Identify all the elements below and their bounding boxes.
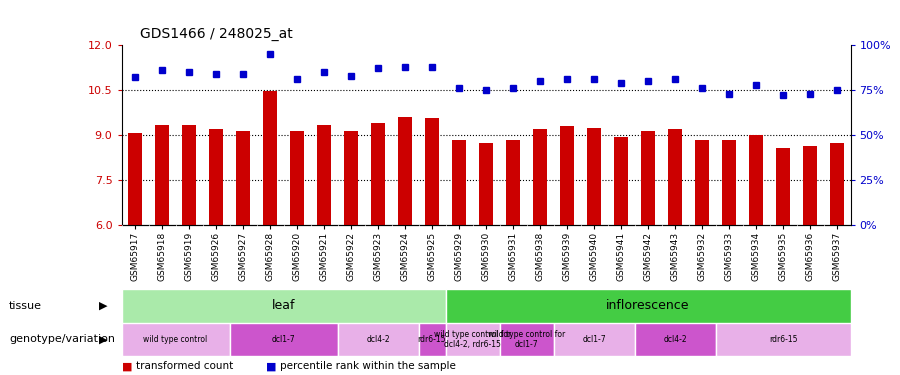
Bar: [236, 130, 250, 225]
Text: wild type control for
dcl1-7: wild type control for dcl1-7: [488, 330, 565, 349]
Bar: [122, 289, 446, 322]
Bar: [128, 134, 142, 225]
Bar: [695, 140, 709, 225]
Bar: [209, 129, 223, 225]
Bar: [668, 129, 682, 225]
Bar: [446, 322, 500, 356]
Text: ■: ■: [266, 361, 276, 371]
Text: GDS1466 / 248025_at: GDS1466 / 248025_at: [140, 27, 292, 41]
Text: rdr6-15: rdr6-15: [769, 335, 797, 344]
Bar: [830, 142, 844, 225]
Text: dcl4-2: dcl4-2: [663, 335, 687, 344]
Text: dcl1-7: dcl1-7: [582, 335, 606, 344]
Bar: [500, 322, 554, 356]
Bar: [722, 140, 736, 225]
Bar: [749, 135, 763, 225]
Bar: [554, 322, 634, 356]
Text: percentile rank within the sample: percentile rank within the sample: [280, 361, 455, 371]
Text: wild type control: wild type control: [143, 335, 208, 344]
Bar: [122, 322, 230, 356]
Text: dcl4-2: dcl4-2: [366, 335, 390, 344]
Bar: [776, 148, 790, 225]
Bar: [344, 130, 358, 225]
Text: tissue: tissue: [9, 301, 42, 310]
Text: transformed count: transformed count: [136, 361, 233, 371]
Text: ▶: ▶: [99, 301, 107, 310]
Bar: [716, 322, 850, 356]
Bar: [614, 136, 628, 225]
Bar: [479, 142, 493, 225]
Bar: [182, 124, 196, 225]
Text: ▶: ▶: [99, 334, 107, 344]
Bar: [506, 140, 520, 225]
Bar: [803, 146, 817, 225]
Bar: [641, 130, 655, 225]
Bar: [317, 124, 331, 225]
Bar: [263, 91, 277, 225]
Bar: [338, 322, 418, 356]
Bar: [371, 123, 385, 225]
Text: inflorescence: inflorescence: [607, 299, 689, 312]
Bar: [155, 124, 169, 225]
Bar: [634, 322, 716, 356]
Bar: [446, 289, 850, 322]
Text: ■: ■: [122, 361, 132, 371]
Bar: [560, 126, 574, 225]
Bar: [587, 128, 601, 225]
Bar: [425, 118, 439, 225]
Bar: [290, 130, 304, 225]
Bar: [230, 322, 338, 356]
Bar: [418, 322, 446, 356]
Bar: [452, 140, 466, 225]
Text: leaf: leaf: [272, 299, 295, 312]
Bar: [398, 117, 412, 225]
Text: rdr6-15: rdr6-15: [418, 335, 446, 344]
Text: dcl1-7: dcl1-7: [272, 335, 295, 344]
Text: genotype/variation: genotype/variation: [9, 334, 115, 344]
Bar: [533, 129, 547, 225]
Text: wild type control for
dcl4-2, rdr6-15: wild type control for dcl4-2, rdr6-15: [434, 330, 511, 349]
